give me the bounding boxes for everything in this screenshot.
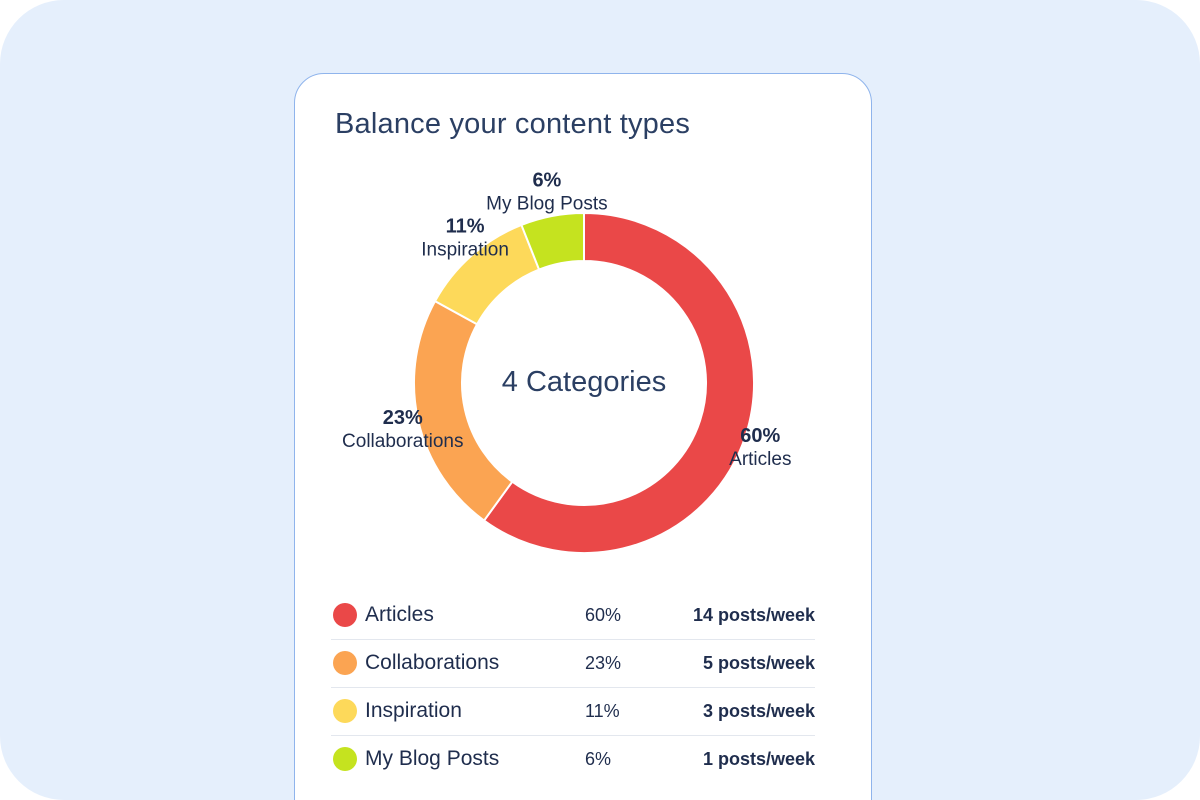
legend-row-collaborations: Collaborations 23% 5 posts/week [331,640,815,688]
legend-name: Articles [365,603,434,626]
legend-rate: 3 posts/week [702,701,815,721]
slice-name-label: My Blog Posts [486,194,607,215]
collaborations-color-dot [333,651,357,675]
slice-percent-label: 6% [532,170,561,192]
legend-rate: 5 posts/week [702,653,815,673]
legend-name: Inspiration [365,699,462,722]
legend-row-inspiration: Inspiration 11% 3 posts/week [331,688,815,736]
legend-row-my-blog-posts: My Blog Posts 6% 1 posts/week [331,736,815,783]
legend-name: Collaborations [365,651,500,674]
legend-percent: 11% [585,701,620,721]
slice-name-label: Articles [729,449,791,470]
slice-articles [482,211,755,554]
label-inspiration: 11%Inspiration [421,215,509,260]
legend-percent: 60% [585,605,622,625]
label-collaborations: 23%Collaborations [342,407,463,452]
legend-table: Articles 60% 14 posts/week Collaboration… [331,592,815,783]
articles-color-dot [333,603,357,627]
my-blog-posts-color-dot [333,747,357,771]
slice-percent-label: 23% [383,407,423,429]
slice-collaborations [413,299,514,522]
inspiration-color-dot [333,699,357,723]
legend-row-articles: Articles 60% 14 posts/week [331,592,815,640]
card-title: Balance your content types [335,108,691,140]
slice-name-label: Collaborations [342,431,463,452]
content-balance-card: Balance your content types 60% Articles 23… [294,73,872,800]
legend-percent: 6% [585,749,612,769]
slice-percent-label: 11% [446,215,485,237]
label-articles: 60%Articles [729,425,791,470]
slice-my-blog-posts [520,211,585,271]
legend-rate: 14 posts/week [692,605,815,625]
legend-rate: 1 posts/week [702,749,815,769]
center-label: 4 Categories [502,366,666,398]
donut-chart: 60%Articles 23%Collaborations 11%Inspirati… [342,170,791,554]
label-my-blog-posts: 6%My Blog Posts [486,170,607,215]
legend-percent: 23% [585,653,622,673]
slice-name-label: Inspiration [421,239,509,260]
legend-name: My Blog Posts [365,747,500,770]
slice-percent-label: 60% [740,425,780,447]
